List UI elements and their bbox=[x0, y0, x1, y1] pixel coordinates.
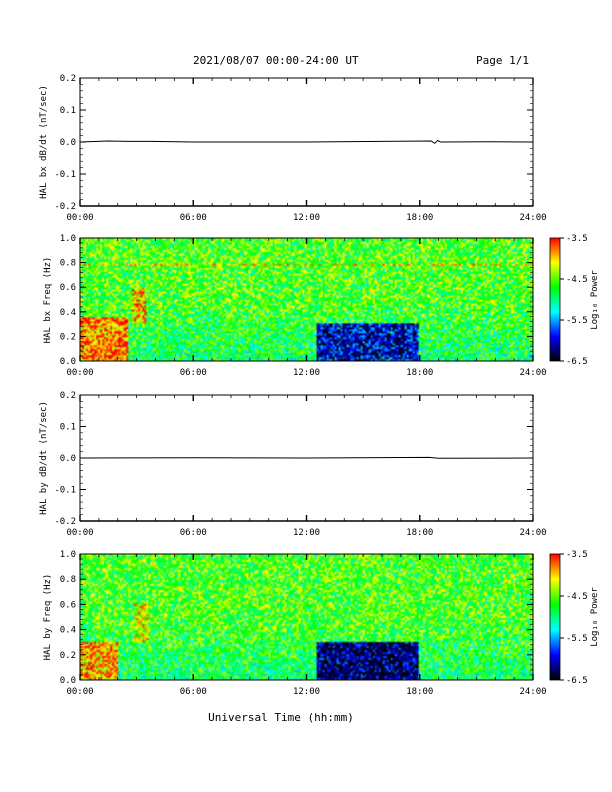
bx-spectrogram-image bbox=[80, 238, 533, 361]
y-tick-label: 0.0 bbox=[60, 676, 76, 686]
y-tick-label: 0.0 bbox=[60, 454, 76, 464]
page-indicator: Page 1/1 bbox=[476, 54, 529, 67]
colorbar-bx-label: Log₁₀ Power bbox=[590, 270, 600, 330]
colorbar-tick-label: -5.5 bbox=[566, 634, 588, 644]
x-tick-label: 00:00 bbox=[66, 687, 93, 697]
colorbar-bx bbox=[549, 237, 561, 362]
x-tick-label: 06:00 bbox=[180, 368, 207, 378]
x-tick-label: 06:00 bbox=[180, 687, 207, 697]
y-tick-label: -0.1 bbox=[54, 486, 76, 496]
colorbar-tick-label: -3.5 bbox=[566, 234, 588, 244]
x-tick-label: 12:00 bbox=[293, 213, 320, 223]
y-tick-label: 1.0 bbox=[60, 550, 76, 560]
y-tick-label: 0.0 bbox=[60, 138, 76, 148]
colorbar-by bbox=[549, 553, 561, 681]
y-tick-label: -0.2 bbox=[54, 202, 76, 212]
x-tick-label: 00:00 bbox=[66, 368, 93, 378]
y-tick-label: 0.4 bbox=[60, 308, 76, 318]
bx-dbdt-ylabel: HAL bx dB/dt (nT/sec) bbox=[39, 85, 49, 199]
colorbar-tick-label: -5.5 bbox=[566, 316, 588, 326]
y-tick-label: 0.8 bbox=[60, 575, 76, 585]
by-dbdt-series bbox=[79, 456, 534, 459]
report-title: 2021/08/07 00:00-24:00 UT bbox=[193, 54, 359, 67]
x-axis-title: Universal Time (hh:mm) bbox=[208, 711, 354, 724]
x-tick-label: 18:00 bbox=[406, 213, 433, 223]
bx-freq-ylabel: HAL bx Freq (Hz) bbox=[43, 257, 53, 344]
x-tick-label: 00:00 bbox=[66, 213, 93, 223]
panel-bx-dbdt: 00:00 06:00 12:00 18:00 24:00 0.2 0.1 0.0 -0.1 -0… bbox=[39, 74, 547, 223]
x-tick-label: 18:00 bbox=[406, 528, 433, 538]
y-tick-label: -0.1 bbox=[54, 170, 76, 180]
colorbar-tick-label: -3.5 bbox=[566, 550, 588, 560]
panel-bx-spectrogram: 00:00 06:00 12:00 18:00 24:00 1.0 0.8 0.6 0.4 0.2… bbox=[43, 234, 600, 378]
by-freq-ylabel: HAL by Freq (Hz) bbox=[43, 574, 53, 661]
colorbar-tick-label: -4.5 bbox=[566, 275, 588, 285]
x-tick-label: 24:00 bbox=[519, 368, 546, 378]
x-tick-label: 18:00 bbox=[406, 687, 433, 697]
y-tick-label: 1.0 bbox=[60, 234, 76, 244]
y-tick-label: 0.2 bbox=[60, 651, 76, 661]
y-tick-label: 0.6 bbox=[60, 600, 76, 610]
x-tick-label: 12:00 bbox=[293, 687, 320, 697]
y-tick-label: 0.8 bbox=[60, 259, 76, 269]
panel-by-spectrogram: 00:00 06:00 12:00 18:00 24:00 1.0 0.8 0.6 0.4 0.2… bbox=[43, 550, 600, 697]
x-tick-label: 24:00 bbox=[519, 687, 546, 697]
panel-by-dbdt: 00:00 06:00 12:00 18:00 24:00 0.2 0.1 0.0 -0.1 -0… bbox=[39, 391, 547, 538]
y-tick-label: 0.6 bbox=[60, 283, 76, 293]
x-tick-label: 06:00 bbox=[180, 528, 207, 538]
x-tick-label: 24:00 bbox=[519, 213, 546, 223]
x-tick-label: 12:00 bbox=[293, 368, 320, 378]
y-tick-label: 0.1 bbox=[60, 423, 76, 433]
bx-dbdt-series bbox=[79, 139, 534, 144]
colorbar-tick-label: -6.5 bbox=[566, 676, 588, 686]
by-dbdt-ylabel: HAL by dB/dt (nT/sec) bbox=[39, 401, 49, 515]
x-tick-label: 24:00 bbox=[519, 528, 546, 538]
y-tick-label: 0.1 bbox=[60, 106, 76, 116]
y-tick-label: 0.2 bbox=[60, 391, 76, 401]
x-tick-label: 00:00 bbox=[66, 528, 93, 538]
y-tick-label: 0.2 bbox=[60, 332, 76, 342]
y-tick-label: 0.4 bbox=[60, 626, 76, 636]
y-tick-label: 0.0 bbox=[60, 357, 76, 367]
by-spectrogram-image bbox=[80, 554, 533, 680]
y-tick-label: 0.2 bbox=[60, 74, 76, 84]
x-tick-label: 12:00 bbox=[293, 528, 320, 538]
colorbar-by-label: Log₁₀ Power bbox=[590, 587, 600, 647]
x-tick-label: 18:00 bbox=[406, 368, 433, 378]
colorbar-tick-label: -4.5 bbox=[566, 592, 588, 602]
colorbar-tick-label: -6.5 bbox=[566, 357, 588, 367]
x-tick-label: 06:00 bbox=[180, 213, 207, 223]
y-tick-label: -0.2 bbox=[54, 517, 76, 527]
